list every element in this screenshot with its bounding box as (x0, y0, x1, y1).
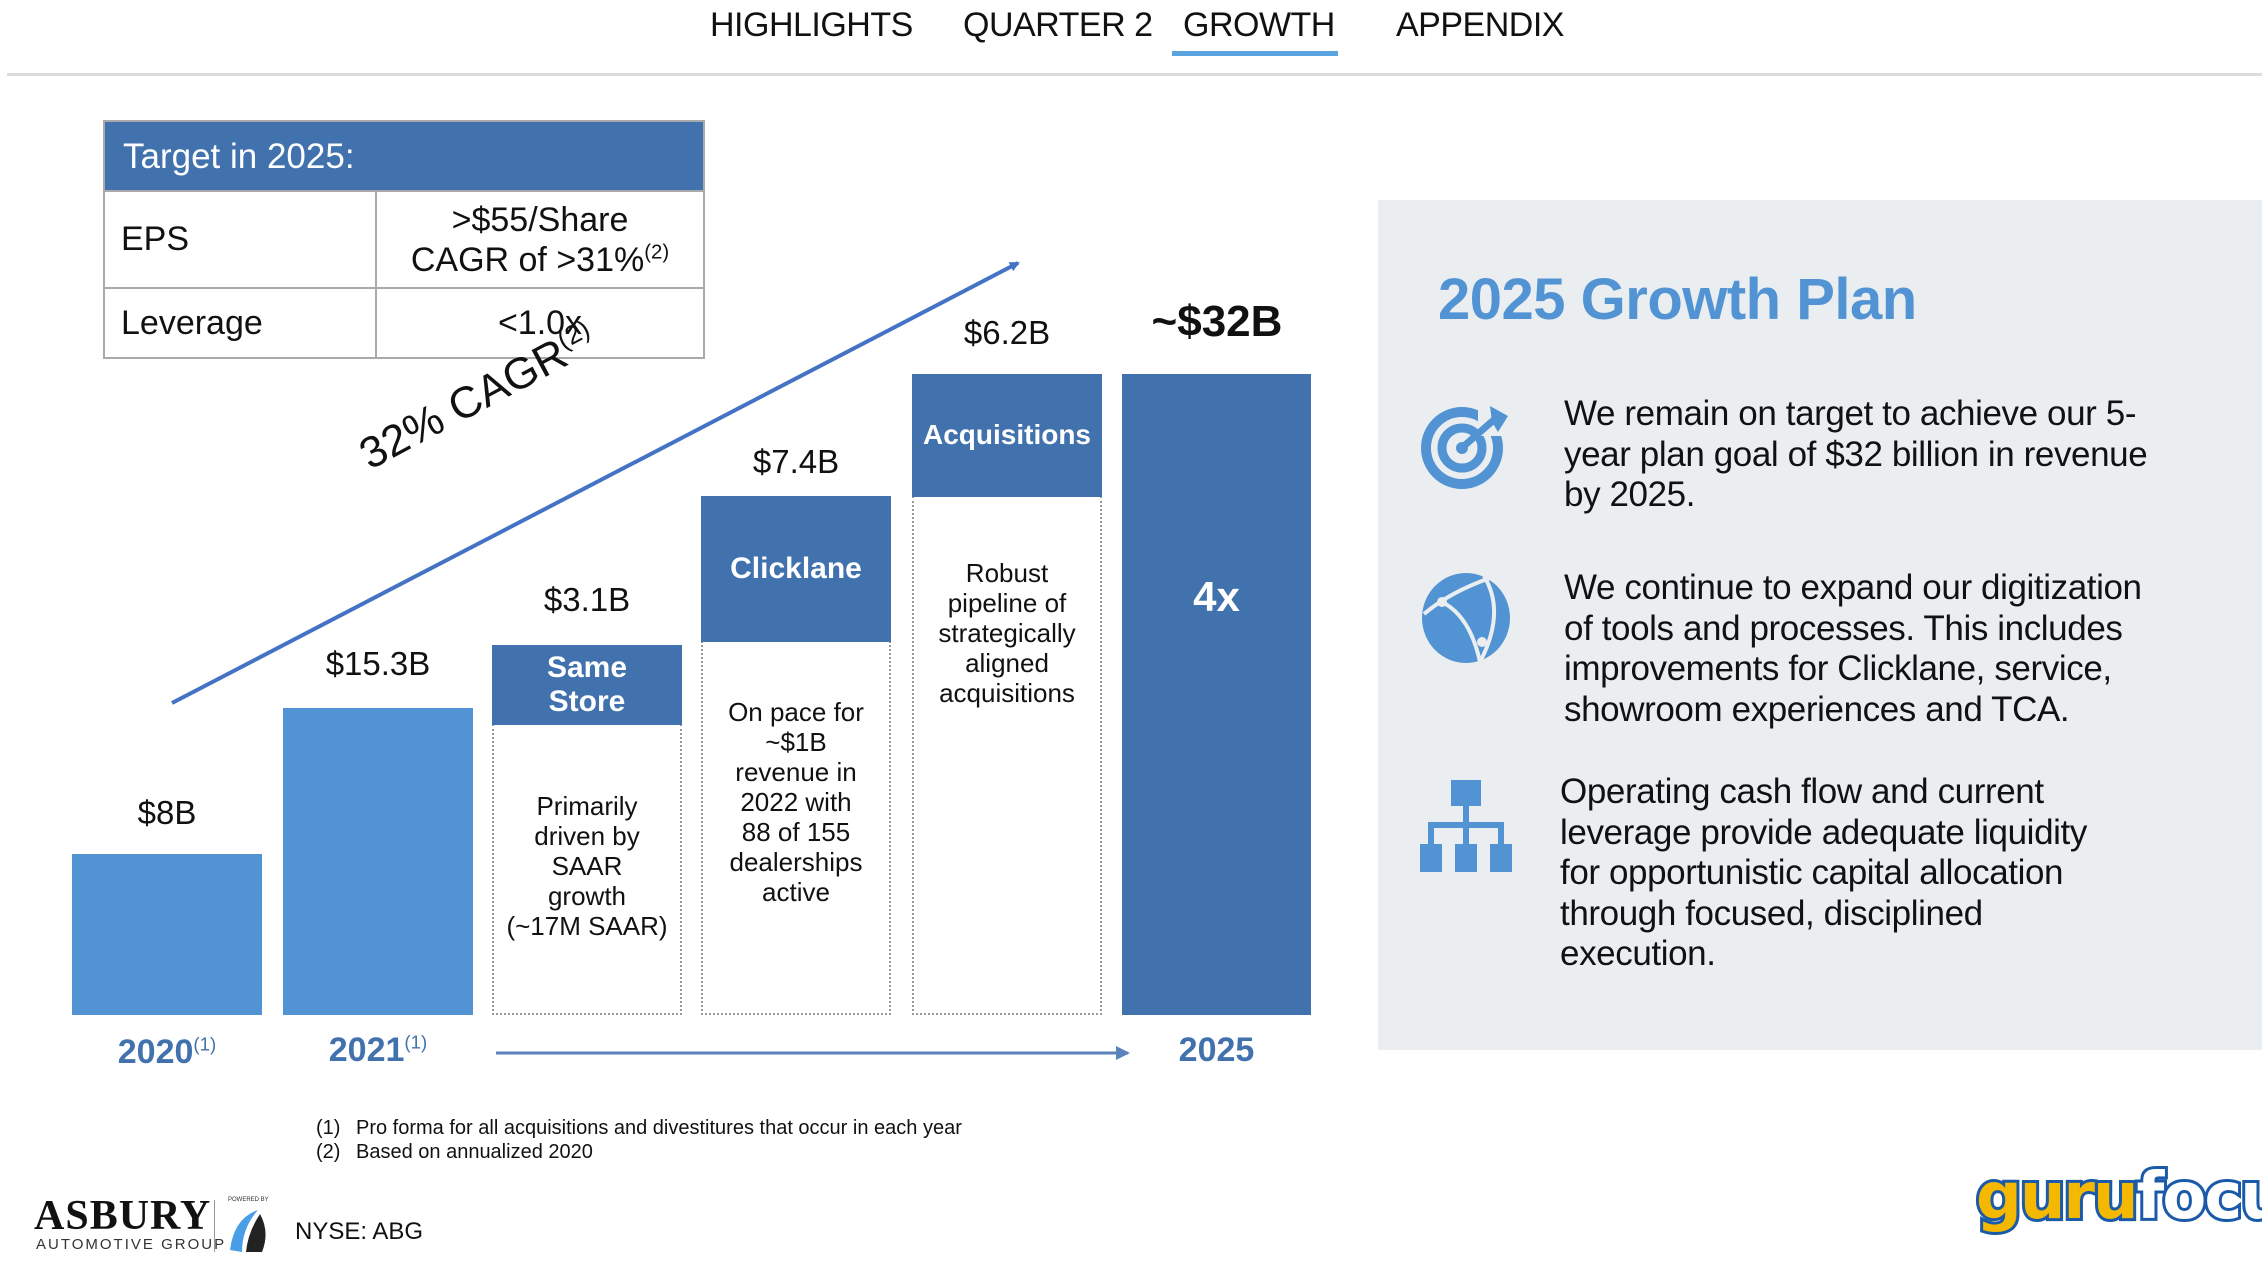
eps-value-line2: CAGR of >31%(2) (377, 240, 703, 280)
growth-plan-panel: 2025 Growth Plan We remain on target to … (1378, 200, 2262, 1050)
note-line: 2022 with (740, 787, 852, 817)
note-line: Robust (965, 558, 1049, 588)
year-label-2020: 2020(1) (72, 1033, 262, 1072)
footnote-1: (1) Pro forma for all acquisitions and di… (316, 1117, 962, 1140)
clicklane-note: On pace for ~$1B revenue in 2022 with 88… (701, 697, 891, 907)
eps-value: >$55/Share CAGR of >31%(2) (377, 192, 703, 287)
same-store-header: Same Store (492, 645, 682, 725)
table-row-leverage: Leverage <1.0x (105, 289, 703, 357)
asbury-logo: ASBURY (34, 1193, 212, 1239)
eps-value-line1: >$55/Share (451, 200, 629, 239)
nav-tab-quarter-2[interactable]: QUARTER 2 (963, 6, 1153, 44)
leverage-label: Leverage (105, 289, 377, 357)
text-line: We remain on target to achieve our 5- (1564, 394, 2137, 433)
hierarchy-icon (1420, 780, 1512, 872)
value-label-2025: ~$32B (1151, 297, 1283, 346)
text-line: for opportunistic capital allocation (1560, 853, 2064, 892)
watermark-focus: focus (2133, 1157, 2262, 1237)
text-line: We continue to expand our digitization (1564, 568, 2142, 607)
target-table-header: Target in 2025: (105, 122, 703, 192)
note-line: 88 of 155 (741, 817, 851, 847)
acquisitions-box (912, 496, 1102, 1015)
text-line: Operating cash flow and current (1560, 772, 2044, 811)
footnote-number: (2) (316, 1141, 341, 1163)
note-line: dealerships (729, 847, 863, 877)
year-text: 2020 (117, 1033, 194, 1071)
bullet-text: We continue to expand our digitization o… (1564, 568, 2262, 730)
note-line: On pace for (728, 697, 864, 727)
footnote-text: Based on annualized 2020 (356, 1141, 593, 1163)
road-logo-icon (230, 1210, 266, 1252)
growth-multiple-label: 4x (1193, 573, 1240, 620)
text-line: improvements for Clicklane, service, (1564, 649, 2112, 688)
text-line: of tools and processes. This includes (1564, 608, 2123, 648)
year-label-2021: 2021(1) (283, 1031, 473, 1070)
text-line: year plan goal of $32 billion in revenue (1564, 434, 2148, 474)
note-line: Primarily (536, 791, 638, 821)
globe-network-icon (1422, 573, 1510, 663)
bullet-text: We remain on target to achieve our 5- ye… (1564, 394, 2262, 516)
table-row-eps: EPS >$55/Share CAGR of >31%(2) (105, 192, 703, 289)
value-label-same-store: $3.1B (543, 581, 631, 618)
acquisitions-note: Robust pipeline of strategically aligned… (912, 558, 1102, 708)
text-line: leverage provide adequate liquidity (1560, 812, 2087, 852)
note-line: active (762, 877, 830, 907)
note-line: (~17M SAAR) (506, 911, 668, 941)
note-line: driven by (534, 821, 640, 851)
logo-divider (214, 1200, 215, 1252)
same-store-box (492, 724, 682, 1015)
note-line: acquisitions (939, 678, 1075, 708)
header-divider (7, 73, 2262, 76)
note-line: SAAR (551, 851, 623, 881)
bar-2025 (1122, 374, 1311, 1015)
nav-tab-appendix[interactable]: APPENDIX (1396, 6, 1564, 44)
watermark-guru: guru (1973, 1157, 2141, 1237)
bar-2021 (283, 708, 473, 1015)
gurufocus-watermark: gurufocus (1973, 1157, 2262, 1237)
active-tab-indicator (1172, 51, 1338, 56)
same-store-note: Primarily driven by SAAR growth (~17M SA… (492, 791, 682, 941)
value-label-clicklane: $7.4B (752, 443, 840, 480)
note-line: strategically (938, 618, 1076, 648)
footnote-ref: (1) (404, 1031, 428, 1053)
eps-label: EPS (105, 192, 377, 287)
text-line: execution. (1560, 934, 1716, 973)
value-label-2021: $15.3B (325, 645, 431, 682)
bar-2020 (72, 854, 262, 1015)
leverage-value: <1.0x (497, 304, 583, 342)
asbury-logo-subtitle: AUTOMOTIVE GROUP (36, 1236, 227, 1253)
powered-by-label: POWERED BY (228, 1197, 269, 1203)
nav-tab-highlights[interactable]: HIGHLIGHTS (710, 6, 913, 44)
footnote-number: (1) (316, 1117, 341, 1139)
footnote-text: Pro forma for all acquisitions and dives… (356, 1117, 962, 1139)
value-label-acquisitions: $6.2B (963, 314, 1051, 351)
note-line: revenue in (735, 757, 857, 787)
acquisitions-header: Acquisitions (912, 374, 1102, 497)
text-line: through focused, disciplined (1560, 893, 1983, 933)
footnote-ref: (2) (644, 241, 670, 264)
note-line: aligned (965, 648, 1049, 678)
value-label-2020: $8B (137, 794, 197, 831)
clicklane-header: Clicklane (701, 496, 891, 642)
note-line: pipeline of (947, 588, 1067, 618)
text-line: by 2025. (1564, 475, 1696, 514)
year-label-2025: 2025 (1178, 1031, 1255, 1069)
footnote-2: (2) Based on annualized 2020 (316, 1141, 593, 1164)
cagr-arrow (171, 261, 1130, 1060)
note-line: growth (547, 881, 627, 911)
same-store-title-1: Same (546, 651, 628, 684)
text-line: showroom experiences and TCA. (1564, 689, 2070, 729)
eps-cagr-text: CAGR of >31% (410, 240, 645, 279)
panel-title: 2025 Growth Plan (1438, 267, 1917, 332)
bullet-text: Operating cash flow and current leverage… (1560, 772, 2260, 975)
year-text: 2021 (328, 1031, 405, 1069)
ticker-symbol: NYSE: ABG (295, 1218, 424, 1245)
footnote-ref: (1) (193, 1033, 217, 1055)
same-store-title-2: Store (548, 685, 626, 718)
clicklane-box (701, 641, 891, 1015)
note-line: ~$1B (765, 727, 827, 757)
target-table: Target in 2025: EPS >$55/Share CAGR of >… (103, 120, 705, 359)
target-icon (1421, 404, 1512, 489)
nav-tab-growth[interactable]: GROWTH (1183, 6, 1335, 44)
